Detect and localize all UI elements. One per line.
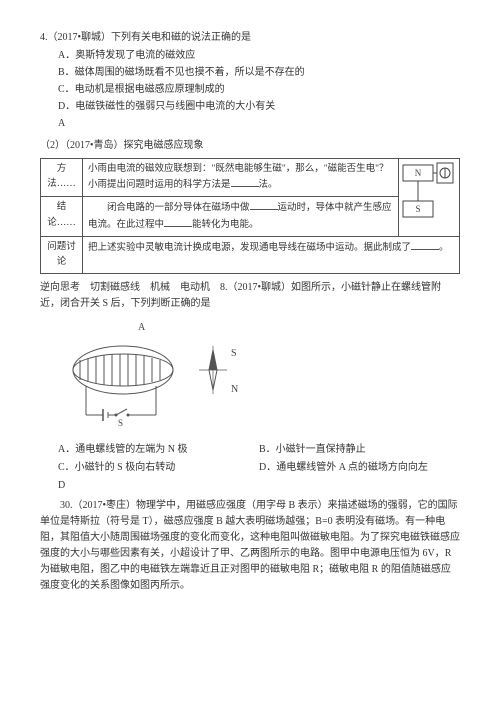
blank: [231, 177, 259, 187]
solenoid-figure: A S: [58, 320, 460, 436]
q4-options: A．奥斯特发现了电流的磁效应 B．磁体周围的磁场既看不见也摸不着，所以是不存在的…: [40, 48, 460, 132]
row3-t1: 把上述实验中灵敏电流计换成电源，发现通电导线在磁场中运动。据此制成了: [88, 243, 411, 253]
s-label: S: [415, 204, 420, 214]
q4-answer: A: [58, 116, 460, 132]
blank: [411, 240, 439, 250]
svg-text:S: S: [118, 418, 123, 428]
row1-t2: 法。: [259, 180, 278, 190]
q4-stem: 4.（2017•聊城）下列有关电和磁的说法正确的是: [40, 30, 460, 46]
q8-line2: C．小磁针的 S 极向右转动 D．通电螺线管外 A 点的磁场方向向左: [40, 460, 460, 476]
row2-t3: 能转化为电能。: [192, 220, 259, 230]
row2-content: 闭合电路的一部分导体在磁场中做运动时，导体中就产生感应电流。在此过程中能转化为电…: [83, 197, 399, 236]
row3-t2: 。: [439, 243, 449, 253]
blank: [164, 217, 192, 227]
question-2: （2）（2017•青岛）探究电磁感应现象 方法…… 小雨由电流的磁效应联想到："…: [40, 138, 460, 274]
question-4: 4.（2017•聊城）下列有关电和磁的说法正确的是 A．奥斯特发现了电流的磁效应…: [40, 30, 460, 132]
svg-text:N: N: [231, 384, 238, 395]
n-label: N: [415, 168, 422, 178]
q2-table-wrap: 方法…… 小雨由电流的磁效应联想到："既然电能够生磁"，那么，"磁能否生电"？小…: [40, 158, 460, 274]
q2-stem: （2）（2017•青岛）探究电磁感应现象: [40, 138, 460, 154]
row1-content: 小雨由电流的磁效应联想到："既然电能够生磁"，那么，"磁能否生电"？小雨提出问题…: [83, 159, 399, 197]
q8-option-a: A．通电螺线管的左端为 N 极: [58, 442, 259, 458]
q4-option-d: D．电磁铁磁性的强弱只与线圈中电流的大小有关: [58, 99, 460, 115]
q8-answer-line: D: [40, 478, 460, 494]
table-row: 结论…… 闭合电路的一部分导体在磁场中做运动时，导体中就产生感应电流。在此过程中…: [41, 197, 460, 236]
q8-option-c: C．小磁针的 S 极向右转动: [58, 460, 259, 476]
row3-label: 问题讨论: [41, 236, 83, 273]
q2-table: 方法…… 小雨由电流的磁效应联想到："既然电能够生磁"，那么，"磁能否生电"？小…: [40, 158, 460, 274]
q8-option-d: D．通电螺线管外 A 点的磁场方向向左: [259, 460, 460, 476]
q4-option-a: A．奥斯特发现了电流的磁效应: [58, 48, 460, 64]
q4-option-b: B．磁体周围的磁场既看不见也摸不着，所以是不存在的: [58, 65, 460, 81]
q4-option-c: C．电动机是根据电磁感应原理制成的: [58, 82, 460, 98]
q8-answer: D: [58, 478, 65, 494]
row3-content: 把上述实验中灵敏电流计换成电源，发现通电导线在磁场中运动。据此制成了 。: [83, 236, 460, 273]
table-row: 方法…… 小雨由电流的磁效应联想到："既然电能够生磁"，那么，"磁能否生电"？小…: [41, 159, 460, 197]
row2-label: 结论……: [41, 197, 83, 236]
a-top-label: A: [138, 322, 146, 333]
svg-text:S: S: [231, 348, 237, 359]
table-row: 问题讨论 把上述实验中灵敏电流计换成电源，发现通电导线在磁场中运动。据此制成了 。: [41, 236, 460, 273]
diagram-cell: N S: [399, 159, 460, 237]
q30-text: 30.（2017•枣庄）物理学中，用磁感应强度（用字母 B 表示）来描述磁场的强…: [40, 498, 460, 594]
magnet-diagram: N S: [401, 161, 457, 223]
q8-line1: A．通电螺线管的左端为 N 极 B．小磁针一直保持静止: [40, 442, 460, 458]
inline-text: 逆向思考 切割磁感线 机械 电动机 8.（2017•聊城）如图所示，小磁针静止在…: [40, 282, 441, 309]
blank: [250, 200, 278, 210]
row2-t1: 闭合电路的一部分导体在磁场中做: [107, 203, 250, 213]
inline-answers: 逆向思考 切割磁感线 机械 电动机 8.（2017•聊城）如图所示，小磁针静止在…: [40, 280, 460, 312]
row1-label: 方法……: [41, 159, 83, 197]
q8-option-b: B．小磁针一直保持静止: [259, 442, 460, 458]
